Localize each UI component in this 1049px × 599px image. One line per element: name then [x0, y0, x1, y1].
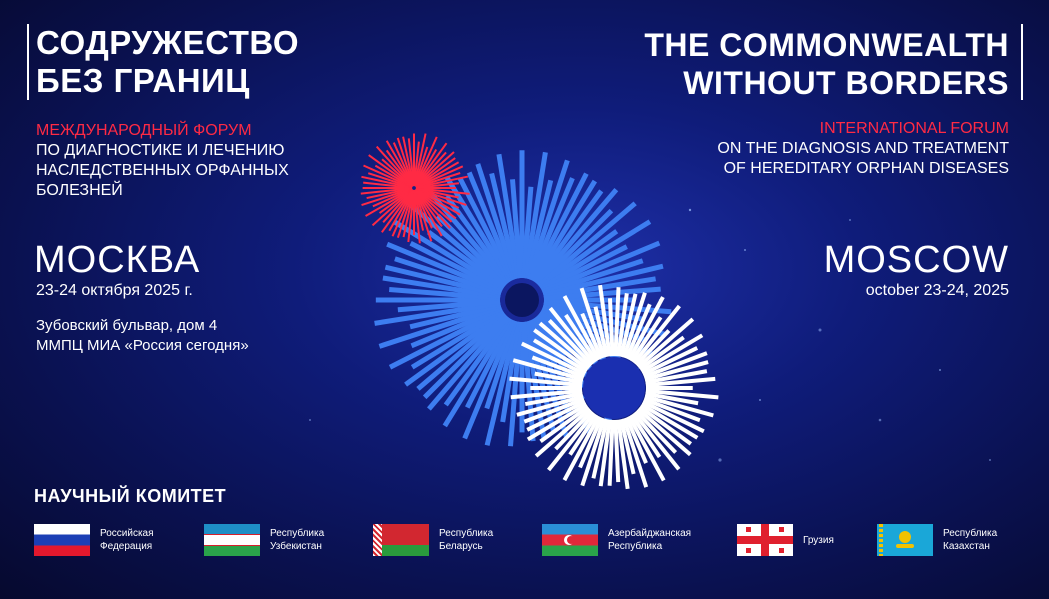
white-burst: [509, 284, 719, 490]
date-en: october 23-24, 2025: [865, 282, 1009, 299]
country-flags: Российская Федерация Республика Узбекистан…: [34, 524, 1024, 564]
subtitle-en-highlight: INTERNATIONAL FORUM: [819, 120, 1009, 137]
country-kazakhstan: Республика Казахстан: [877, 524, 997, 556]
georgia-flag-icon: [737, 524, 793, 556]
country-russia: Российская Федерация: [34, 524, 154, 556]
city-en: MOSCOW: [823, 239, 1009, 281]
belarus-flag-icon: [373, 524, 429, 556]
title-ru: СОДРУЖЕСТВО БЕЗ ГРАНИЦ: [36, 24, 300, 99]
title-en: THE COMMONWEALTH WITHOUT BORDERS: [644, 27, 1009, 101]
left-accent-bar: [27, 24, 29, 100]
subtitle-ru-highlight: МЕЖДУНАРОДНЫЙ ФОРУМ: [36, 122, 252, 139]
kazakhstan-flag-icon: [877, 524, 933, 556]
country-georgia: Грузия: [737, 524, 834, 556]
date-ru: 23-24 октября 2025 г.: [36, 282, 193, 299]
subtitle-en: INTERNATIONAL FORUM ON THE DIAGNOSIS AND…: [717, 120, 1009, 177]
country-uzbekistan: Республика Узбекистан: [204, 524, 324, 556]
russia-flag-icon: [34, 524, 90, 556]
burst-graphic: [360, 133, 719, 490]
right-accent-bar: [1021, 24, 1023, 100]
subtitle-ru: МЕЖДУНАРОДНЫЙ ФОРУМ ПО ДИАГНОСТИКЕ И ЛЕЧ…: [36, 122, 289, 199]
venue-address: Зубовский бульвар, дом 4 ММПЦ МИА «Росси…: [36, 317, 249, 354]
azerbaijan-flag-icon: [542, 524, 598, 556]
city-ru: МОСКВА: [34, 239, 201, 281]
country-azerbaijan: Азербайджанская Республика: [542, 524, 691, 556]
red-burst: [360, 133, 470, 244]
committee-title: НАУЧНЫЙ КОМИТЕТ: [34, 486, 227, 506]
country-belarus: Республика Беларусь: [373, 524, 493, 556]
uzbekistan-flag-icon: [204, 524, 260, 556]
